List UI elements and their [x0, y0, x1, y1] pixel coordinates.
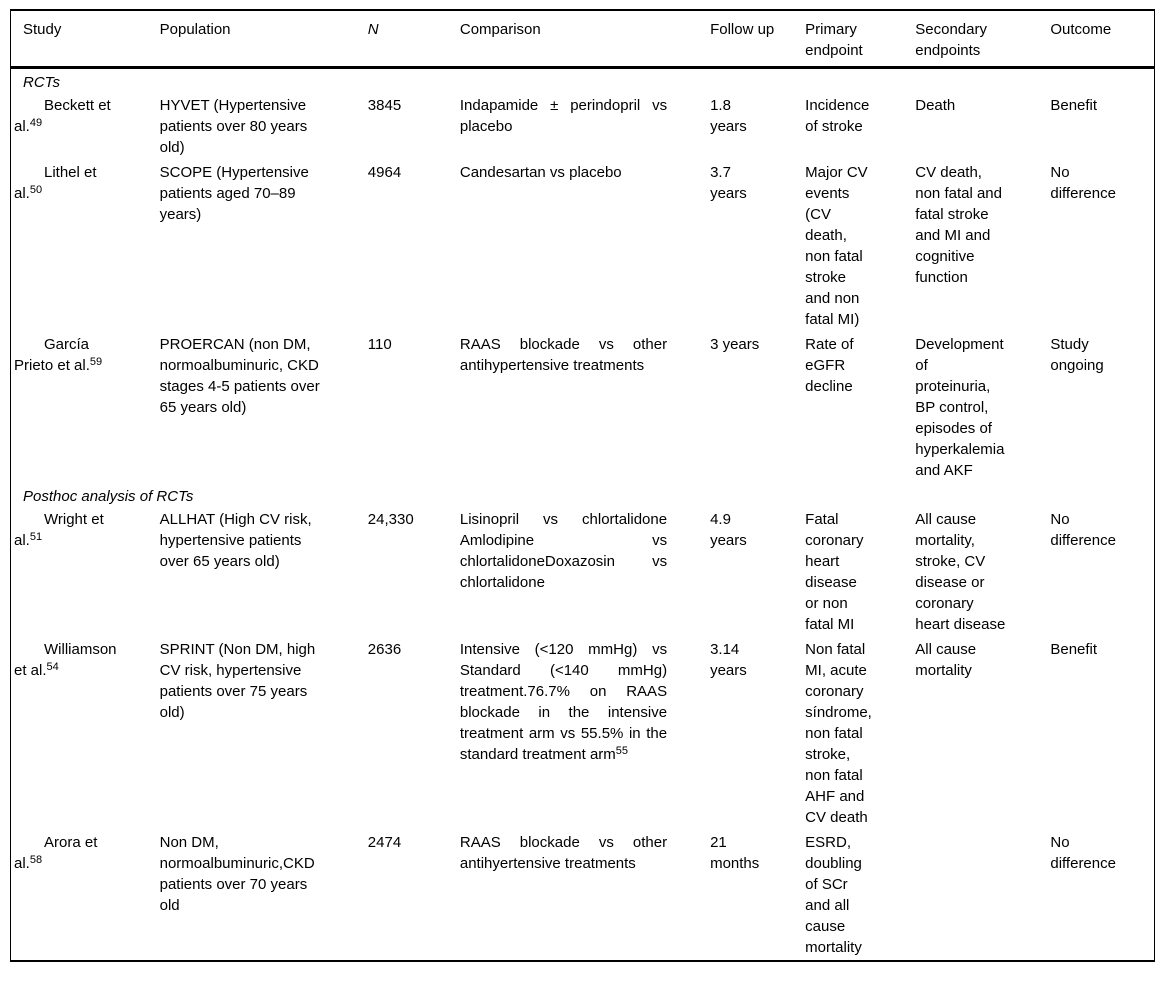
reference-superscript: 58 — [29, 854, 43, 866]
column-header-population: Population — [159, 10, 368, 69]
comparison-cell: Indapamide ± perindopril vs placebo — [460, 93, 710, 160]
reference-superscript: 54 — [46, 661, 59, 673]
table-header: Study Population N Comparison Follow up … — [10, 10, 1155, 69]
followup-cell: 21 months — [710, 834, 760, 872]
study-name: Arora et al. — [14, 834, 98, 872]
reference-superscript: 59 — [89, 356, 103, 368]
comparison-cell: Candesartan vs placebo — [460, 160, 710, 332]
followup-cell: 4.9 years — [710, 511, 747, 549]
column-header-outcome: Outcome — [1050, 10, 1155, 69]
column-header-primary-endpoint: Primary endpoint — [805, 10, 916, 69]
followup-cell: 3.14 years — [710, 641, 747, 679]
n-cell: 2636 — [367, 641, 402, 658]
outcome-cell: Benefit — [1050, 641, 1098, 658]
comparison-text: RAAS blockade vs other antihypertensive … — [459, 336, 668, 374]
comparison-text: RAAS blockade vs other antihyertensive t… — [459, 834, 668, 872]
study-cell: Wright et al.51 — [11, 507, 160, 637]
secondary-endpoints-cell: All cause mortality — [915, 641, 977, 679]
n-cell: 4964 — [367, 164, 402, 181]
secondary-endpoints-cell: CV death, non fatal and fatal stroke and… — [915, 164, 1002, 286]
secondary-endpoints-cell: Development of proteinuria, BP control, … — [915, 336, 1005, 479]
followup-cell: 1.8 years — [710, 97, 747, 135]
column-header-secondary-endpoints: Secondary endpoints — [915, 10, 1051, 69]
population-cell: SPRINT (Non DM, high CV risk, hypertensi… — [159, 641, 316, 721]
outcome-cell: Benefit — [1050, 97, 1098, 114]
study-name: García Prieto et al. — [14, 336, 90, 374]
study-cell: Lithel et al.50 — [11, 160, 160, 332]
comparison-text: Candesartan vs placebo — [459, 164, 622, 181]
n-cell: 110 — [367, 336, 392, 353]
section-row-rcts: RCTs — [11, 68, 1155, 94]
primary-endpoint-cell: Major CV events (CV death, non fatal str… — [805, 164, 868, 328]
section-row-posthoc: Posthoc analysis of RCTs — [11, 483, 1155, 507]
table-row-williamson: Williamson et al.54 SPRINT (Non DM, high… — [11, 637, 1155, 830]
secondary-endpoints-cell: Death — [915, 97, 956, 114]
column-header-n: N — [367, 10, 460, 69]
followup-cell: 3.7 years — [710, 164, 747, 202]
study-name: Wright et al. — [14, 511, 104, 549]
secondary-endpoints-cell: All cause mortality, stroke, CV disease … — [915, 511, 1006, 633]
n-cell: 24,330 — [367, 511, 414, 528]
comparison-cell: RAAS blockade vs other antihypertensive … — [460, 332, 710, 483]
population-cell: SCOPE (Hypertensive patients aged 70–89 … — [159, 164, 309, 223]
comparison-text: Indapamide ± perindopril vs placebo — [459, 97, 668, 135]
followup-cell: 3 years — [710, 336, 760, 353]
outcome-cell: No difference — [1050, 511, 1116, 549]
comparison-cell: RAAS blockade vs other antihyertensive t… — [460, 830, 710, 961]
comparison-cell: Intensive (<120 mmHg) vs Standard (<140 … — [460, 637, 710, 830]
comparison-cell: Lisinopril vs chlortalidone Amlodipine v… — [460, 507, 710, 637]
population-cell: PROERCAN (non DM, normoalbuminuric, CKD … — [159, 336, 320, 416]
section-label-rcts: RCTs — [23, 74, 60, 91]
comparison-text: Lisinopril vs chlortalidone Amlodipine v… — [459, 511, 668, 591]
study-cell: Beckett et al.49 — [11, 93, 160, 160]
study-cell: Arora et al.58 — [11, 830, 160, 961]
study-cell: García Prieto et al.59 — [11, 332, 160, 483]
header-row: Study Population N Comparison Follow up … — [10, 10, 1155, 69]
table-row-wright: Wright et al.51 ALLHAT (High CV risk, hy… — [11, 507, 1155, 637]
outcome-cell: No difference — [1050, 164, 1116, 202]
table-row-beckett: Beckett et al.49 HYVET (Hypertensive pat… — [11, 93, 1155, 160]
secondary-endpoints-cell — [915, 830, 1050, 961]
reference-superscript: 50 — [29, 184, 43, 196]
population-cell: Non DM, normoalbuminuric,CKD patients ov… — [159, 834, 315, 914]
table-row-garcia-prieto: García Prieto et al.59 PROERCAN (non DM,… — [11, 332, 1155, 483]
primary-endpoint-cell: Non fatal MI, acute coronary síndrome, n… — [805, 641, 872, 826]
section-label-posthoc: Posthoc analysis of RCTs — [23, 488, 194, 505]
table-row-lithel: Lithel et al.50 SCOPE (Hypertensive pati… — [11, 160, 1155, 332]
outcome-cell: No difference — [1050, 834, 1116, 872]
column-header-study: Study — [10, 10, 160, 69]
study-cell: Williamson et al.54 — [11, 637, 160, 830]
table-row-arora: Arora et al.58 Non DM, normoalbuminuric,… — [11, 830, 1155, 961]
comparison-text: Intensive (<120 mmHg) vs Standard (<140 … — [459, 641, 668, 763]
primary-endpoint-cell: Incidence of stroke — [805, 97, 870, 135]
primary-endpoint-cell: Fatal coronary heart disease or non fata… — [805, 511, 864, 633]
study-name: Beckett et al. — [14, 97, 111, 135]
column-header-followup: Follow up — [710, 10, 806, 69]
population-cell: HYVET (Hypertensive patients over 80 yea… — [159, 97, 308, 156]
reference-superscript: 55 — [615, 745, 629, 757]
study-name: Williamson et al. — [14, 641, 117, 679]
primary-endpoint-cell: Rate of eGFR decline — [805, 336, 854, 395]
reference-superscript: 51 — [29, 531, 43, 543]
column-header-comparison: Comparison — [459, 10, 711, 69]
table-body: RCTs Beckett et al.49 HYVET (Hypertensiv… — [11, 68, 1155, 962]
studies-table: Study Population N Comparison Follow up … — [10, 9, 1155, 962]
n-cell: 2474 — [367, 834, 402, 851]
primary-endpoint-cell: ESRD, doubling of SCr and all cause mort… — [805, 834, 862, 956]
reference-superscript: 49 — [29, 117, 43, 129]
study-name: Lithel et al. — [14, 164, 97, 202]
outcome-cell: Study ongoing — [1050, 336, 1104, 374]
n-cell: 3845 — [367, 97, 402, 114]
population-cell: ALLHAT (High CV risk, hypertensive patie… — [159, 511, 312, 570]
